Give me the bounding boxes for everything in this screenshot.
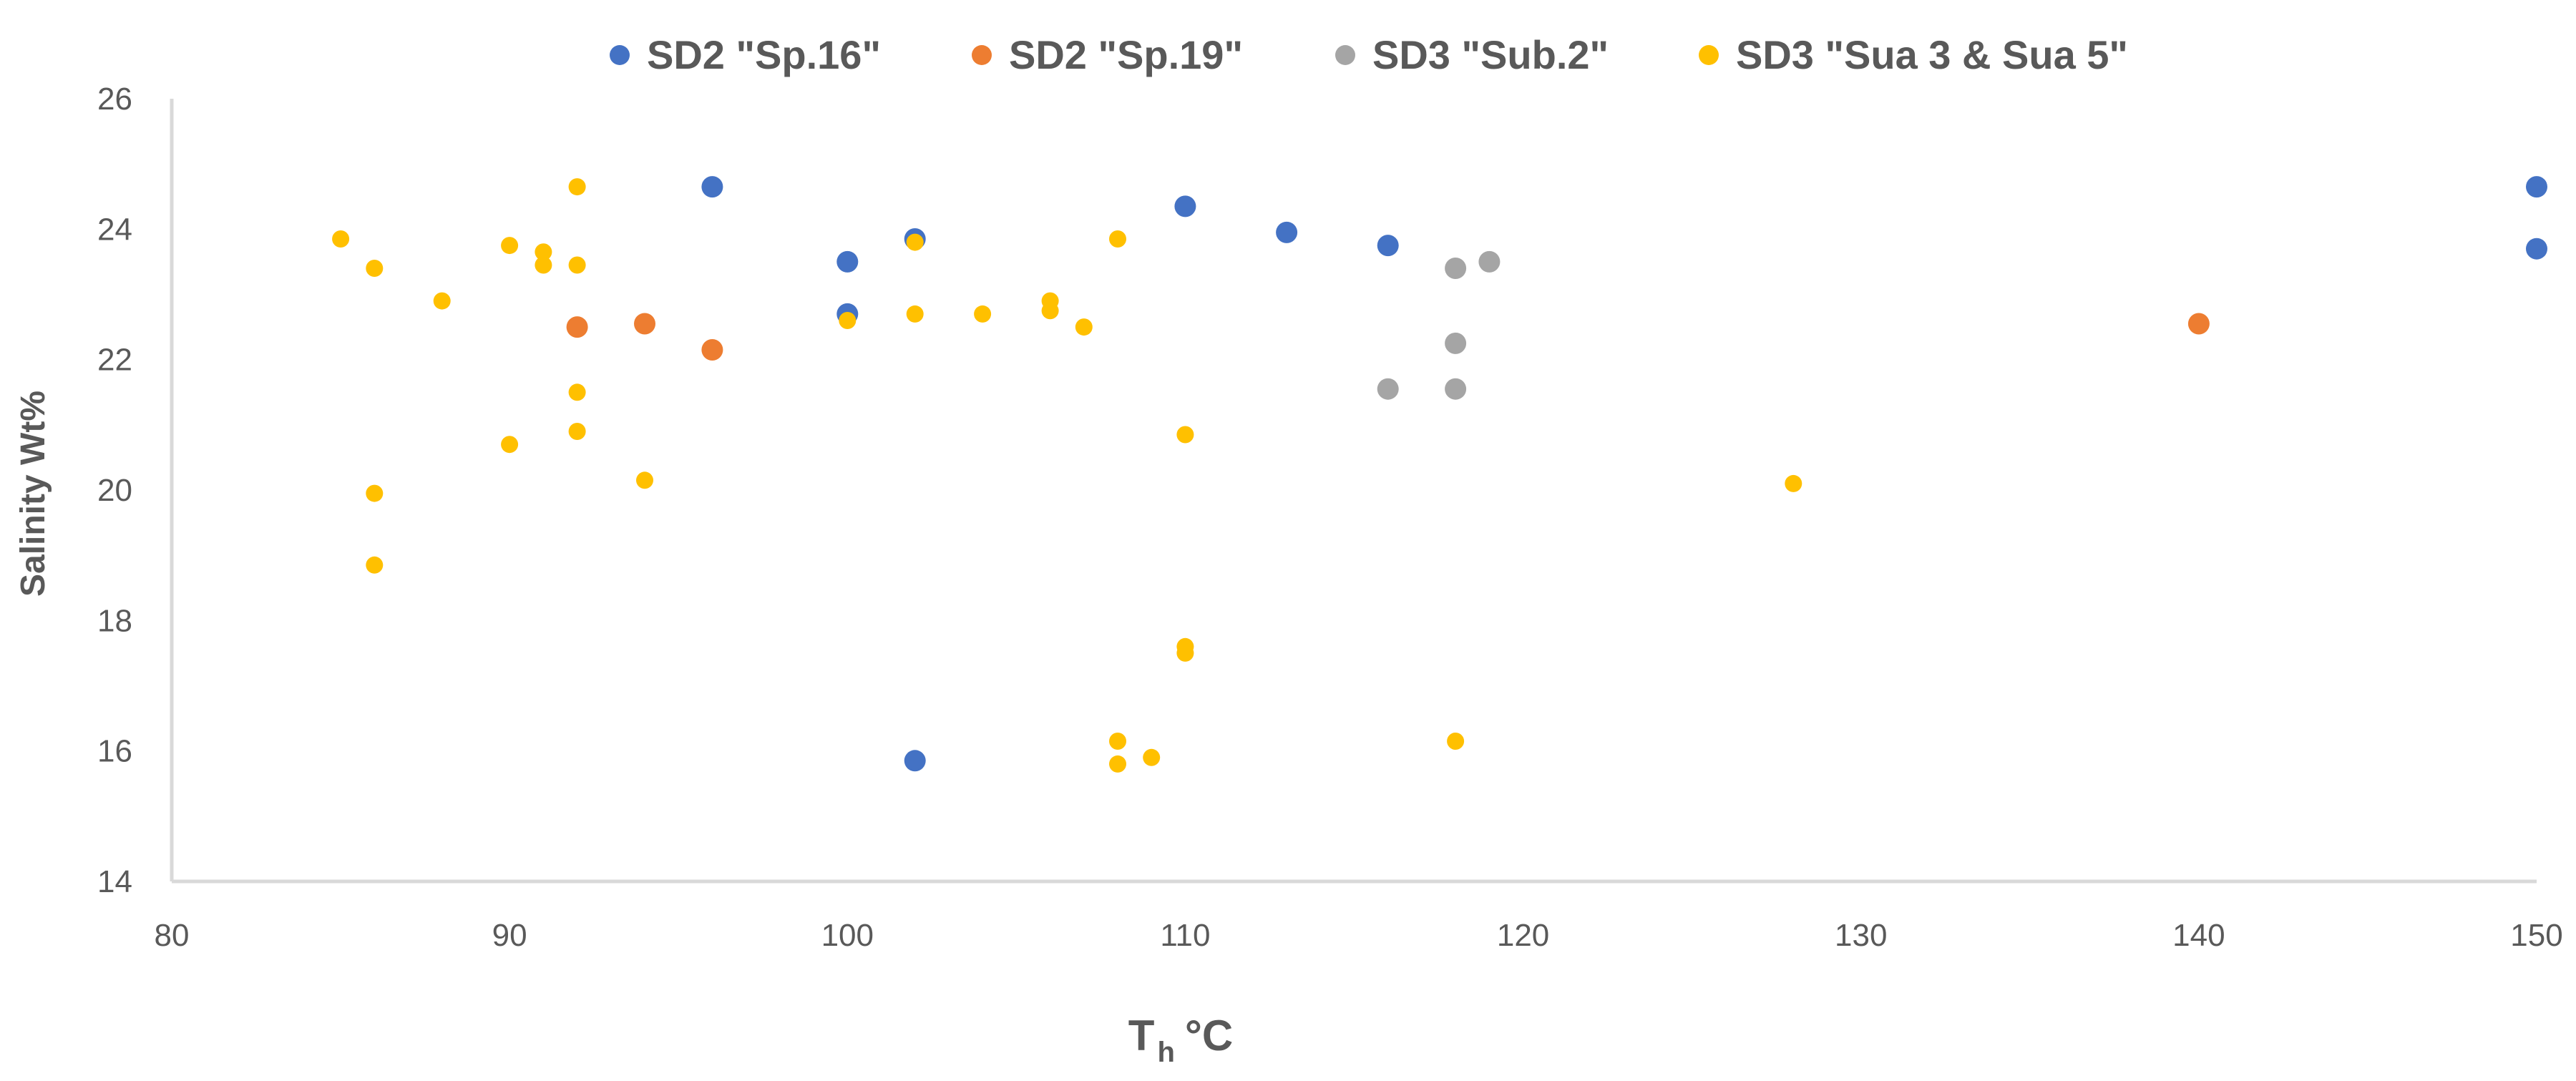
data-point xyxy=(1109,230,1126,248)
data-point xyxy=(1176,426,1194,444)
data-point xyxy=(568,383,586,401)
data-point xyxy=(501,237,519,255)
x-tick-label: 120 xyxy=(1497,918,1549,953)
y-tick-label: 16 xyxy=(97,734,132,769)
y-tick-label: 22 xyxy=(97,343,132,378)
x-tick-label: 100 xyxy=(821,918,874,953)
data-point xyxy=(1176,644,1194,662)
data-point xyxy=(366,556,384,574)
y-axis-label: Salinity Wt% xyxy=(14,391,52,597)
legend-label: SD2 "Sp.19" xyxy=(1009,32,1243,77)
data-point xyxy=(1447,733,1465,750)
data-point xyxy=(974,305,992,323)
data-point xyxy=(501,436,519,454)
legend-label: SD3 "Sua 3 & Sua 5" xyxy=(1736,32,2128,77)
data-point xyxy=(1041,302,1059,320)
data-point xyxy=(1445,258,1467,279)
y-tick-label: 24 xyxy=(97,212,132,247)
data-point xyxy=(906,305,924,323)
data-point xyxy=(1445,378,1467,400)
data-point xyxy=(1377,378,1399,400)
legend-marker xyxy=(1335,45,1355,65)
data-point xyxy=(636,471,653,489)
data-point xyxy=(701,339,723,361)
data-point xyxy=(1109,755,1126,773)
data-point xyxy=(568,178,586,196)
legend-label: SD3 "Sub.2" xyxy=(1372,32,1609,77)
data-point xyxy=(701,176,723,198)
data-point xyxy=(433,292,451,310)
data-point xyxy=(366,260,384,277)
y-tick-label: 20 xyxy=(97,473,132,508)
data-point xyxy=(906,233,924,251)
x-axis-label-unit: °C xyxy=(1185,1012,1233,1060)
data-point xyxy=(1143,748,1161,766)
data-point xyxy=(566,316,588,338)
x-tick-label: 140 xyxy=(2172,918,2225,953)
data-point xyxy=(2526,176,2547,198)
data-point xyxy=(332,230,350,248)
data-point xyxy=(1445,332,1467,354)
x-axis-label-sub: h xyxy=(1157,1037,1174,1068)
data-point xyxy=(2187,313,2210,335)
data-point xyxy=(904,750,926,772)
data-point xyxy=(1785,474,1802,492)
data-point xyxy=(535,243,552,261)
axes xyxy=(170,99,2537,884)
x-tick-label: 130 xyxy=(1835,918,1887,953)
data-point xyxy=(1478,250,1501,273)
data-point xyxy=(366,484,384,502)
data-point xyxy=(839,312,857,329)
x-tick-label: 150 xyxy=(2510,918,2562,953)
data-point xyxy=(836,250,859,273)
y-tick-label: 26 xyxy=(97,82,132,117)
data-point xyxy=(634,313,655,335)
legend-marker xyxy=(972,45,992,65)
legend-label: SD2 "Sp.16" xyxy=(647,32,881,77)
data-point xyxy=(568,423,586,440)
y-tick-label: 18 xyxy=(97,603,132,638)
data-point xyxy=(535,256,552,274)
y-tick-label: 14 xyxy=(97,864,132,899)
x-tick-label: 110 xyxy=(1160,918,1210,953)
legend: SD2 "Sp.16" SD2 "Sp.19" SD3 "Sub.2" SD3 "Su… xyxy=(610,32,2128,77)
data-points xyxy=(332,176,2547,773)
data-point xyxy=(2526,238,2547,260)
x-tick-label: 90 xyxy=(492,918,527,953)
data-point xyxy=(1174,195,1196,217)
data-point xyxy=(1276,221,1298,243)
tick-labels: 80 90 100 110 120 130 140 150 14 16 18 20 22 24 26 xyxy=(97,82,2563,953)
data-point xyxy=(1377,235,1399,257)
legend-marker xyxy=(610,45,630,65)
x-axis-label-main: T xyxy=(1128,1012,1155,1060)
x-tick-label: 80 xyxy=(155,918,190,953)
legend-marker xyxy=(1699,45,1719,65)
data-point xyxy=(568,256,586,274)
data-point xyxy=(1109,733,1126,750)
data-point xyxy=(1075,318,1093,336)
